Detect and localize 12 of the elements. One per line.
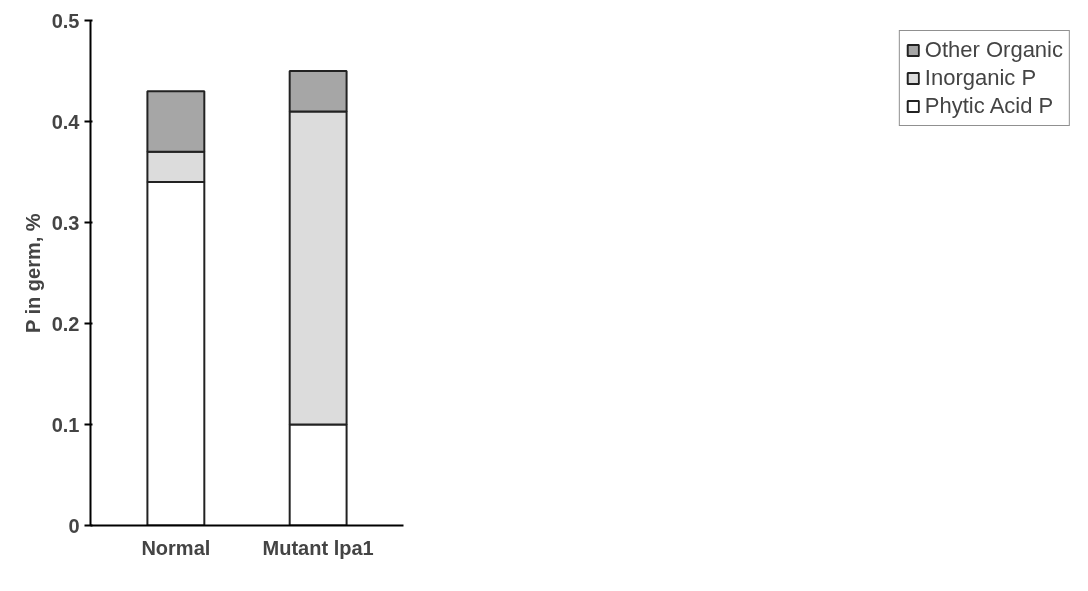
y-tick-label: 0.4: [51, 110, 81, 133]
y-tick-label: 0.1: [51, 413, 80, 436]
legend-label: Inorganic P: [924, 65, 1037, 91]
y-tick-label: 0.2: [51, 312, 80, 335]
y-tick-label: 0.5: [51, 9, 80, 32]
x-tick-label: Mutant lpa1: [262, 536, 374, 559]
legend-label: Phytic Acid P: [924, 93, 1054, 119]
x-tick-label: Normal: [141, 536, 211, 559]
legend-label: Other Organic: [924, 37, 1063, 63]
y-tick-label: 0: [68, 514, 80, 537]
y-axis-title: P in germ, %: [21, 213, 44, 334]
y-tick-label: 0.3: [51, 211, 80, 234]
